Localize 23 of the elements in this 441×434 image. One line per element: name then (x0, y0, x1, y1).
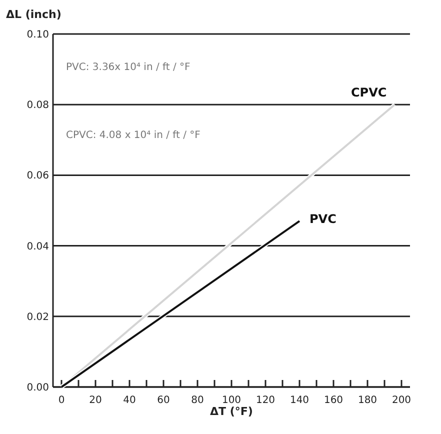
x-tick-label: 180 (358, 395, 378, 406)
annotation: CPVC: 4.08 x 10⁴ in / ft / °F (66, 130, 201, 141)
y-tick-label: 0.06 (26, 170, 49, 182)
series-label: PVC (310, 212, 337, 226)
x-tick-label: 20 (89, 395, 102, 406)
y-tick-label: 0.04 (26, 241, 49, 252)
x-tick-label: 40 (123, 395, 136, 406)
y-tick-label: 0.00 (26, 382, 49, 394)
annotation: PVC: 3.36x 10⁴ in / ft / °F (66, 62, 191, 73)
x-axis-title: ΔT (°F) (210, 405, 253, 418)
x-tick-label: 0 (58, 395, 65, 406)
x-tick-label: 200 (392, 395, 412, 406)
x-tick-label: 100 (222, 395, 242, 406)
y-tick-label: 0.10 (26, 30, 49, 40)
y-axis-title: ΔL (inch) (6, 8, 62, 21)
x-tick-label: 140 (290, 395, 310, 406)
y-tick-label: 0.02 (26, 312, 49, 323)
x-tick-label: 60 (157, 395, 170, 406)
y-tick-label: 0.08 (26, 100, 49, 112)
x-tick-label: 80 (191, 395, 204, 406)
x-tick-label: 120 (256, 395, 276, 406)
series-label: CPVC (350, 86, 387, 100)
x-tick-label: 160 (324, 395, 344, 406)
